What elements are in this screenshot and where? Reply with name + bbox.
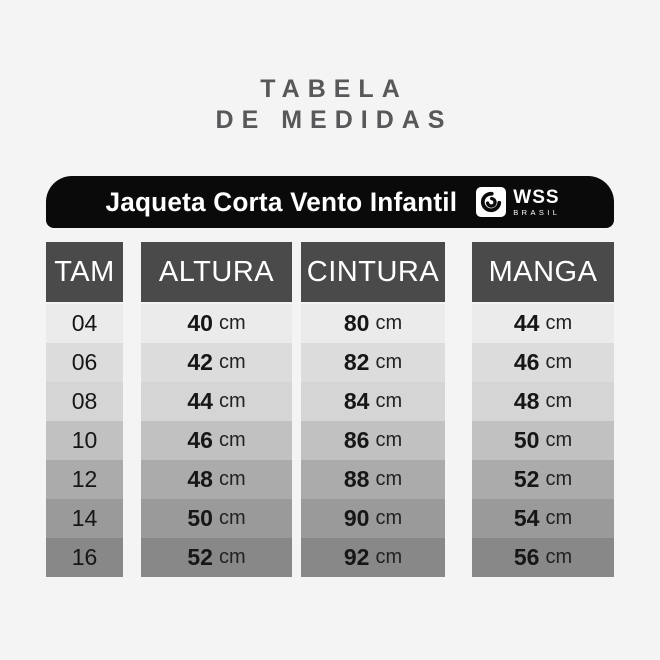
- measure-value: 42: [187, 349, 213, 375]
- measure-value: 52: [187, 544, 213, 570]
- table-cell: 54 cm: [472, 499, 614, 538]
- table-column-manga: MANGA 44 cm 46 cm 48 cm 50 cm 52 cm 54 cm 56 cm: [472, 242, 614, 577]
- measure-value: 82: [343, 349, 370, 375]
- measure-value: 48: [513, 388, 540, 414]
- measure-value: 92: [343, 544, 370, 570]
- measure-value: 50: [513, 427, 540, 453]
- measure-value: 44: [187, 388, 213, 414]
- measure-unit: cm: [545, 351, 573, 373]
- table-cell: 46 cm: [141, 421, 292, 460]
- table-cell: 52 cm: [141, 538, 292, 577]
- table-cell: 82 cm: [301, 343, 445, 382]
- measure-unit: cm: [375, 312, 403, 334]
- measure-unit: cm: [375, 429, 403, 451]
- measure-value: 50: [187, 505, 213, 531]
- table-column-altura: ALTURA 40 cm 42 cm 44 cm 46 cm 48 cm 50 cm 52 cm: [141, 242, 292, 577]
- table-cell: 42 cm: [141, 343, 292, 382]
- table-cell: 12: [46, 460, 123, 499]
- measure-value: 86: [343, 427, 370, 453]
- table-cell: 84 cm: [301, 382, 445, 421]
- page-title: TABELA DE MEDIDAS: [0, 74, 660, 136]
- measure-unit: cm: [375, 351, 403, 373]
- measure-unit: cm: [375, 390, 403, 412]
- table-cell: 14: [46, 499, 123, 538]
- table-cell: 80 cm: [301, 304, 445, 343]
- measure-unit: cm: [375, 546, 403, 568]
- measure-value: 88: [343, 466, 370, 492]
- measure-value: 40: [187, 310, 213, 336]
- measure-unit: cm: [218, 312, 246, 334]
- measure-value: 80: [343, 310, 370, 336]
- table-cell: 88 cm: [301, 460, 445, 499]
- measure-unit: cm: [218, 351, 246, 373]
- measure-unit: cm: [545, 390, 573, 412]
- table-cell: 48 cm: [472, 382, 614, 421]
- table-cell: 16: [46, 538, 123, 577]
- table-cell: 86 cm: [301, 421, 445, 460]
- size-value: 04: [71, 310, 98, 336]
- measure-unit: cm: [375, 468, 403, 490]
- table-cell: 56 cm: [472, 538, 614, 577]
- table-cell: 92 cm: [301, 538, 445, 577]
- brand-logo: WSS BRASIL: [476, 187, 560, 217]
- column-header-manga: MANGA: [472, 242, 614, 302]
- table-cell: 50 cm: [141, 499, 292, 538]
- column-header-cintura: CINTURA: [301, 242, 445, 302]
- measure-value: 46: [513, 349, 540, 375]
- table-cell: 40 cm: [141, 304, 292, 343]
- measure-unit: cm: [545, 507, 573, 529]
- table-cell: 04: [46, 304, 123, 343]
- measure-unit: cm: [218, 507, 246, 529]
- measure-unit: cm: [545, 312, 573, 334]
- table-column-tam: TAM 04 06 08 10 12 14 16: [46, 242, 123, 577]
- table-cell: 46 cm: [472, 343, 614, 382]
- measure-unit: cm: [545, 468, 573, 490]
- table-cell: 44 cm: [141, 382, 292, 421]
- table-cell: 08: [46, 382, 123, 421]
- column-header-altura: ALTURA: [141, 242, 292, 302]
- table-cell: 06: [46, 343, 123, 382]
- size-value: 16: [71, 544, 98, 570]
- measure-unit: cm: [375, 507, 403, 529]
- brand-subtitle: BRASIL: [513, 207, 561, 217]
- page-title-line2: DE MEDIDAS: [215, 106, 453, 134]
- page-title-line1: TABELA: [260, 75, 408, 103]
- table-cell: 90 cm: [301, 499, 445, 538]
- size-value: 08: [71, 388, 98, 414]
- measure-value: 90: [343, 505, 370, 531]
- size-value: 10: [71, 427, 98, 453]
- measure-value: 48: [187, 466, 213, 492]
- size-table: TAM 04 06 08 10 12 14 16 ALTURA 40 cm 42 cm 44 cm 46 cm 4…: [46, 242, 614, 577]
- measure-value: 54: [513, 505, 540, 531]
- measure-value: 46: [187, 427, 213, 453]
- table-cell: 48 cm: [141, 460, 292, 499]
- table-cell: 52 cm: [472, 460, 614, 499]
- measure-value: 52: [513, 466, 540, 492]
- measure-unit: cm: [218, 390, 246, 412]
- measure-value: 56: [513, 544, 540, 570]
- product-name: Jaqueta Corta Vento Infantil: [105, 186, 457, 217]
- measure-unit: cm: [218, 546, 246, 568]
- brand-name: WSS: [513, 186, 560, 208]
- measure-unit: cm: [218, 468, 246, 490]
- table-cell: 44 cm: [472, 304, 614, 343]
- table-column-cintura: CINTURA 80 cm 82 cm 84 cm 86 cm 88 cm 90 cm 92 cm: [301, 242, 445, 577]
- measure-unit: cm: [545, 429, 573, 451]
- size-value: 14: [71, 505, 98, 531]
- product-banner: Jaqueta Corta Vento Infantil WSS BRASIL: [46, 176, 614, 228]
- table-cell: 10: [46, 421, 123, 460]
- brand-text: WSS BRASIL: [513, 188, 560, 217]
- measure-value: 84: [343, 388, 370, 414]
- wss-swirl-icon: [476, 187, 507, 217]
- measure-unit: cm: [218, 429, 246, 451]
- size-value: 12: [71, 466, 98, 492]
- measure-unit: cm: [545, 546, 573, 568]
- table-cell: 50 cm: [472, 421, 614, 460]
- column-header-tam: TAM: [46, 242, 123, 302]
- measure-value: 44: [513, 310, 540, 336]
- size-value: 06: [71, 349, 98, 375]
